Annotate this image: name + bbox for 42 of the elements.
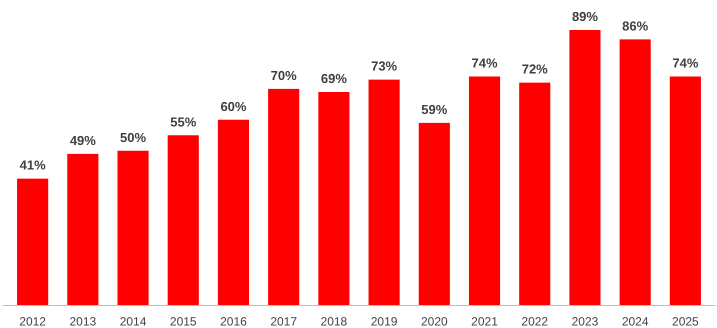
bar — [368, 80, 400, 306]
data-label: 72% — [522, 62, 548, 77]
data-label: 89% — [572, 9, 598, 24]
bar — [168, 135, 199, 306]
data-label: 73% — [371, 58, 398, 74]
x-tick-label: 2021 — [471, 314, 498, 328]
bar — [318, 92, 350, 306]
bar — [117, 150, 149, 306]
x-tick-label: 2017 — [270, 314, 298, 328]
data-label: 49% — [70, 132, 96, 148]
bar — [468, 76, 500, 306]
x-tick-label: 2018 — [320, 314, 348, 328]
x-tick-label: 2015 — [170, 314, 197, 328]
bar — [519, 82, 550, 306]
x-tick-label: 2020 — [420, 314, 448, 328]
data-label: 86% — [622, 18, 649, 34]
data-label: 74% — [672, 55, 699, 70]
data-label: 74% — [472, 55, 498, 70]
bar — [268, 88, 300, 306]
bar — [620, 39, 651, 306]
data-label: 41% — [20, 158, 46, 173]
x-tick-label: 2019 — [370, 314, 398, 328]
data-label: 59% — [421, 102, 448, 117]
x-tick-label: 2024 — [622, 314, 649, 328]
data-label: 69% — [320, 70, 348, 86]
x-tick-label: 2025 — [672, 314, 700, 328]
x-tick-label: 2016 — [220, 314, 248, 328]
data-label: 70% — [270, 68, 298, 83]
data-label: 60% — [220, 98, 247, 114]
data-label: 55% — [170, 114, 197, 130]
x-tick-label: 2014 — [120, 314, 147, 328]
bar — [17, 178, 48, 306]
bar — [67, 154, 98, 306]
data-label: 50% — [120, 130, 146, 145]
x-tick-label: 2023 — [572, 314, 599, 328]
x-tick-label: 2013 — [69, 314, 97, 328]
x-tick-label: 2012 — [19, 314, 46, 328]
bar — [670, 76, 701, 306]
bar — [569, 30, 601, 306]
bar — [418, 122, 450, 306]
x-tick-label: 2022 — [521, 314, 548, 328]
bar — [218, 120, 250, 306]
